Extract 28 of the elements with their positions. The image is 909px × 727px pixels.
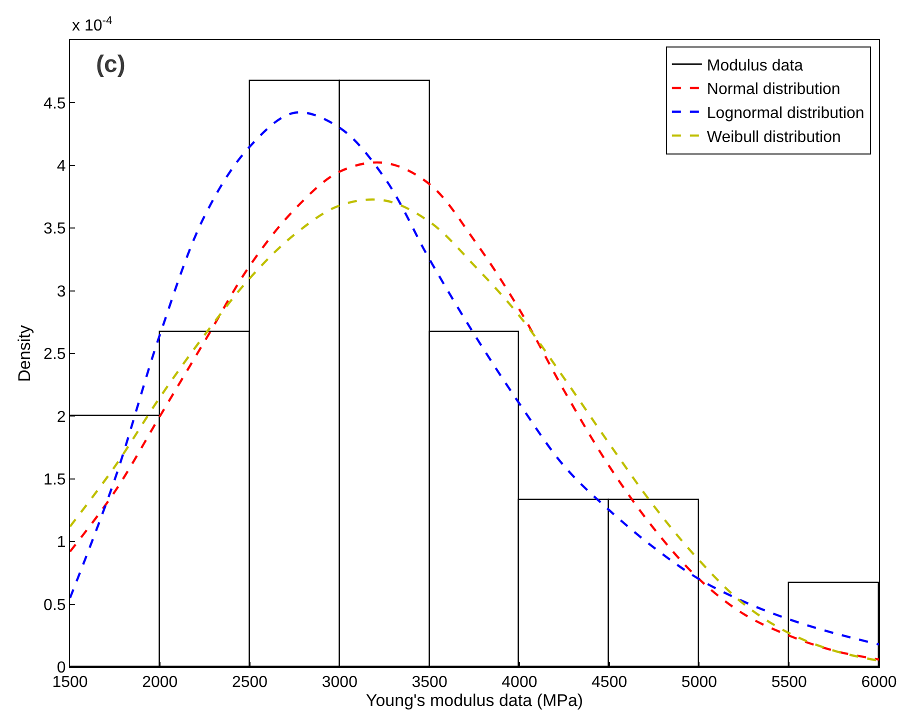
x-tick-label: 3500: [412, 674, 448, 692]
x-tick-label: 5000: [681, 674, 718, 692]
y-tick-label: 4.5: [44, 95, 66, 112]
x-tick-label: 5500: [771, 674, 808, 692]
y-tick-label: 3.5: [44, 220, 66, 238]
x-axis-title: Young's modulus data (MPa): [366, 691, 584, 710]
annotation: (c): [96, 51, 126, 78]
y-tick-label: 1.5: [44, 472, 66, 488]
y-tick-label: 2: [56, 408, 66, 426]
legend-label: Weibull distribution: [706, 128, 841, 146]
y-tick-label: 0.5: [44, 596, 66, 614]
x-tick-label: 6000: [861, 674, 897, 692]
legend-label: Lognormal distribution: [706, 105, 864, 122]
y-tick-label: 0: [56, 660, 66, 677]
legend-label: Normal distribution: [706, 81, 840, 98]
x-tick-label: 4000: [502, 674, 538, 692]
y-axis-title: Density: [15, 324, 34, 382]
x-tick-label: 3000: [322, 674, 358, 692]
x-tick-label: 4500: [592, 674, 628, 692]
y-tick-label: 2.5: [44, 346, 66, 364]
text: x 10$^{-4}$: [72, 15, 112, 35]
y-tick-label: 1: [56, 534, 66, 552]
x-tick-label: 2500: [232, 674, 268, 692]
x-tick-label: 1500: [52, 674, 88, 692]
y-tick-label: 3: [56, 283, 66, 300]
legend-label: Modulus data: [706, 57, 804, 74]
x-tick-label: 2000: [142, 674, 178, 692]
y-tick-label: 4: [56, 158, 66, 175]
